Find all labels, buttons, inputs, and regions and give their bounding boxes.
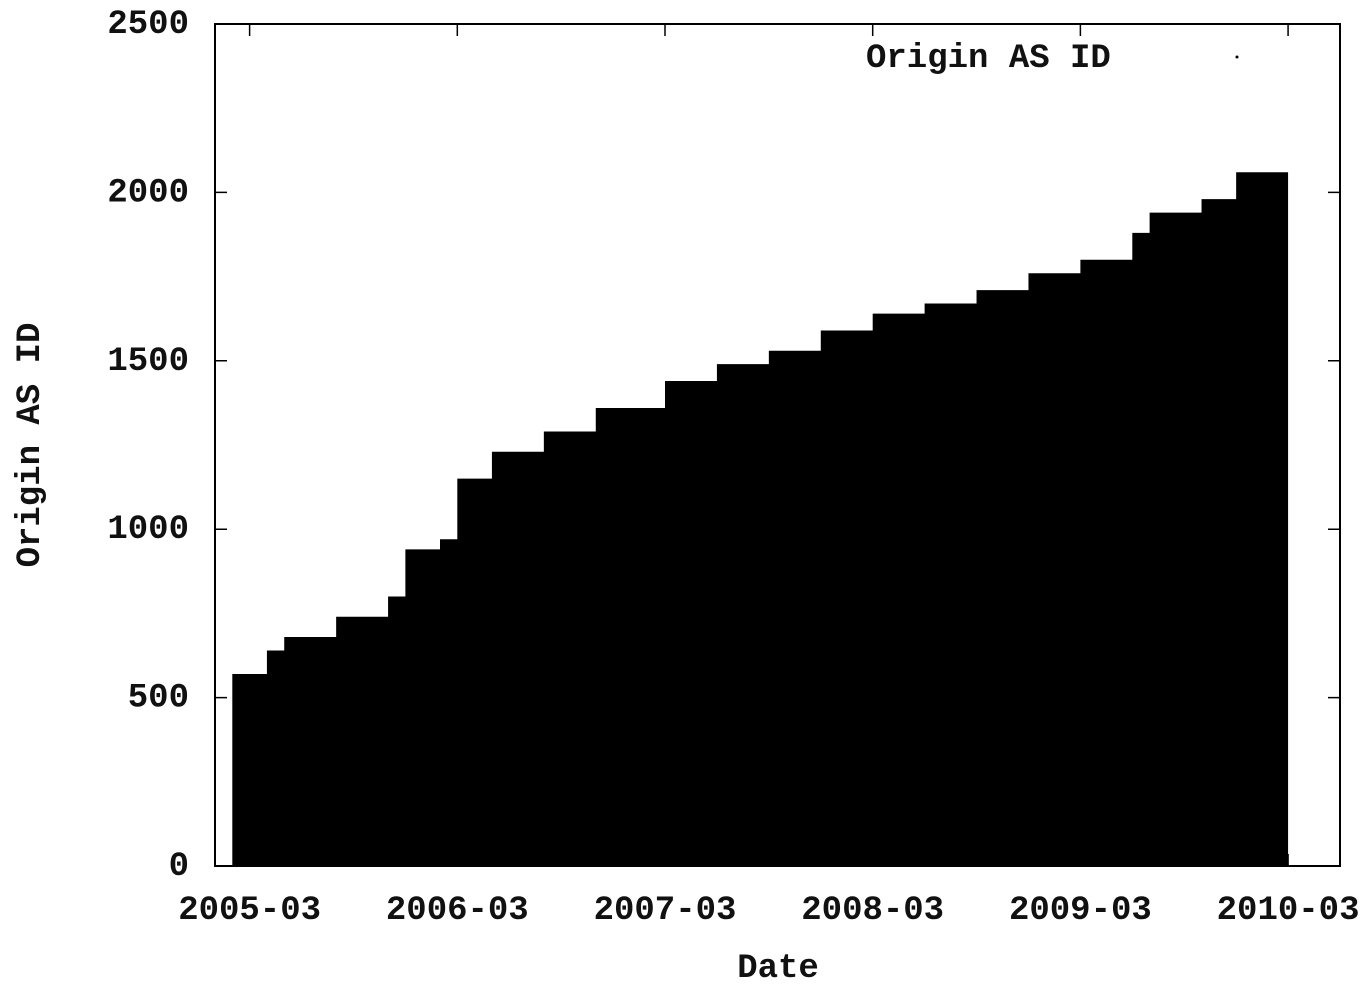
y-axis-label: Origin AS ID [12,323,50,568]
x-axis-label: Date [737,950,819,987]
y-tick-label: 1500 [107,343,189,381]
x-tick-label: 2006-03 [386,892,529,930]
legend-marker [1235,55,1239,59]
x-tick-label: 2008-03 [801,892,944,930]
legend-label: Origin AS ID [866,40,1111,78]
x-tick-label: 2007-03 [594,892,737,930]
area [232,145,1289,867]
y-tick-label: 2500 [107,6,189,44]
y-tick-label: 500 [128,680,189,718]
y-tick-label: 1000 [107,511,189,549]
x-tick-label: 2010-03 [1217,892,1360,930]
y-tick-label: 2000 [107,174,189,212]
x-tick-label: 2009-03 [1009,892,1152,930]
x-tick-label: 2005-03 [178,892,321,930]
y-tick-label: 0 [169,848,189,886]
